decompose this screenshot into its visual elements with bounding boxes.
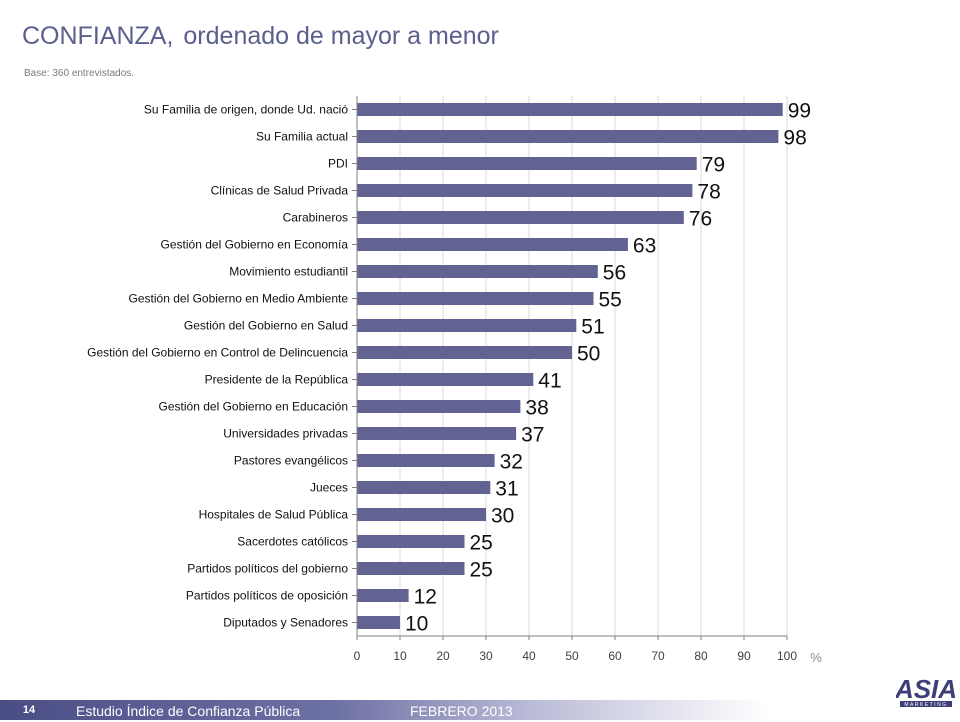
value-label: 30 xyxy=(491,505,514,528)
bar xyxy=(357,616,400,629)
bar xyxy=(357,346,572,359)
title-subtitle: ordenado de mayor a menor xyxy=(183,22,499,50)
bar xyxy=(357,130,779,143)
category-label: Gestión del Gobierno en Salud xyxy=(184,319,348,333)
page-number: 14 xyxy=(22,704,36,716)
bar xyxy=(357,454,495,467)
bar xyxy=(357,562,465,575)
x-tick-label: 0 xyxy=(354,649,361,663)
x-tick-label: 80 xyxy=(694,649,708,663)
bar xyxy=(357,292,594,305)
x-tick-label: 90 xyxy=(737,649,751,663)
value-label: 32 xyxy=(500,451,523,474)
bar xyxy=(357,211,684,224)
category-label: Movimiento estudiantil xyxy=(229,265,348,279)
category-label: Hospitales de Salud Pública xyxy=(199,508,349,522)
bars xyxy=(357,103,783,629)
value-label: 55 xyxy=(599,289,622,312)
value-label: 63 xyxy=(633,235,656,258)
bar xyxy=(357,481,491,494)
report-date: FEBRERO 2013 xyxy=(410,703,513,719)
value-label: 25 xyxy=(470,559,493,582)
category-label: Gestión del Gobierno en Economía xyxy=(161,238,349,252)
x-tick-label: 10 xyxy=(393,649,407,663)
value-labels: 99 98 79 78 76 63 56 55 51 50 41 38 37 32 31 30 25 25 12 10 xyxy=(405,100,811,636)
bar xyxy=(357,400,521,413)
bar xyxy=(357,157,697,170)
bar-chart: Su Familia de origen, donde Ud. nació Su … xyxy=(87,96,822,665)
value-label: 31 xyxy=(495,478,518,501)
bar xyxy=(357,373,534,386)
category-labels: Su Familia de origen, donde Ud. nació Su … xyxy=(87,103,348,630)
value-label: 79 xyxy=(702,154,725,177)
base-note: Base: 360 entrevistados. xyxy=(24,68,135,79)
value-label: 12 xyxy=(414,586,437,609)
x-tick-label: 50 xyxy=(565,649,579,663)
grid-lines xyxy=(356,96,788,636)
value-label: 98 xyxy=(783,127,806,150)
logo-wordmark: ASIA xyxy=(896,674,956,704)
bar xyxy=(357,508,486,521)
category-label: PDI xyxy=(328,157,348,171)
category-label: Sacerdotes católicos xyxy=(237,535,348,549)
category-label: Partidos políticos de oposición xyxy=(186,589,348,603)
category-label: Jueces xyxy=(310,481,348,495)
x-unit-label: % xyxy=(810,650,822,665)
x-tick-label: 20 xyxy=(436,649,450,663)
category-label: Carabineros xyxy=(283,211,348,225)
x-tick-label: 70 xyxy=(651,649,665,663)
bar xyxy=(357,535,465,548)
bar xyxy=(357,589,409,602)
category-label: Gestión del Gobierno en Medio Ambiente xyxy=(129,292,349,306)
category-label: Pastores evangélicos xyxy=(234,454,348,468)
x-tick-label: 100 xyxy=(777,649,797,663)
chart-title: CONFIANZA, ordenado de mayor a menor xyxy=(22,22,499,51)
title-main: CONFIANZA, xyxy=(22,22,174,50)
x-axis: 0 10 20 30 40 50 60 70 80 90 100% xyxy=(352,96,822,665)
bar xyxy=(357,427,517,440)
category-label: Presidente de la República xyxy=(205,373,349,387)
value-label: 56 xyxy=(603,262,626,285)
footer-bar: 14 Estudio Índice de Confianza Pública F… xyxy=(0,700,960,720)
category-label: Universidades privadas xyxy=(223,427,348,441)
value-label: 25 xyxy=(470,532,493,555)
category-label: Su Familia de origen, donde Ud. nació xyxy=(144,103,348,117)
value-label: 41 xyxy=(538,370,561,393)
x-tick-label: 30 xyxy=(479,649,493,663)
value-label: 37 xyxy=(521,424,544,447)
value-label: 10 xyxy=(405,613,428,636)
bar xyxy=(357,319,577,332)
value-label: 76 xyxy=(689,208,712,231)
category-label: Diputados y Senadores xyxy=(223,616,348,630)
category-label: Clínicas de Salud Privada xyxy=(211,184,349,198)
value-label: 38 xyxy=(525,397,548,420)
category-label: Gestión del Gobierno en Control de Delin… xyxy=(87,346,348,360)
bar xyxy=(357,103,783,116)
bar xyxy=(357,265,598,278)
category-label: Su Familia actual xyxy=(256,130,348,144)
x-tick-label: 40 xyxy=(522,649,536,663)
category-label: Partidos políticos del gobierno xyxy=(187,562,348,576)
value-label: 51 xyxy=(581,316,604,339)
x-tick-label: 60 xyxy=(608,649,622,663)
bar xyxy=(357,184,693,197)
value-label: 50 xyxy=(577,343,600,366)
bar xyxy=(357,238,628,251)
value-label: 78 xyxy=(697,181,720,204)
category-label: Gestión del Gobierno en Educación xyxy=(159,400,348,414)
study-name: Estudio Índice de Confianza Pública xyxy=(76,703,301,719)
logo-tagline: MARKETING xyxy=(904,702,947,708)
asia-marketing-logo: ASIA MARKETING xyxy=(896,674,956,708)
value-label: 99 xyxy=(788,100,811,123)
